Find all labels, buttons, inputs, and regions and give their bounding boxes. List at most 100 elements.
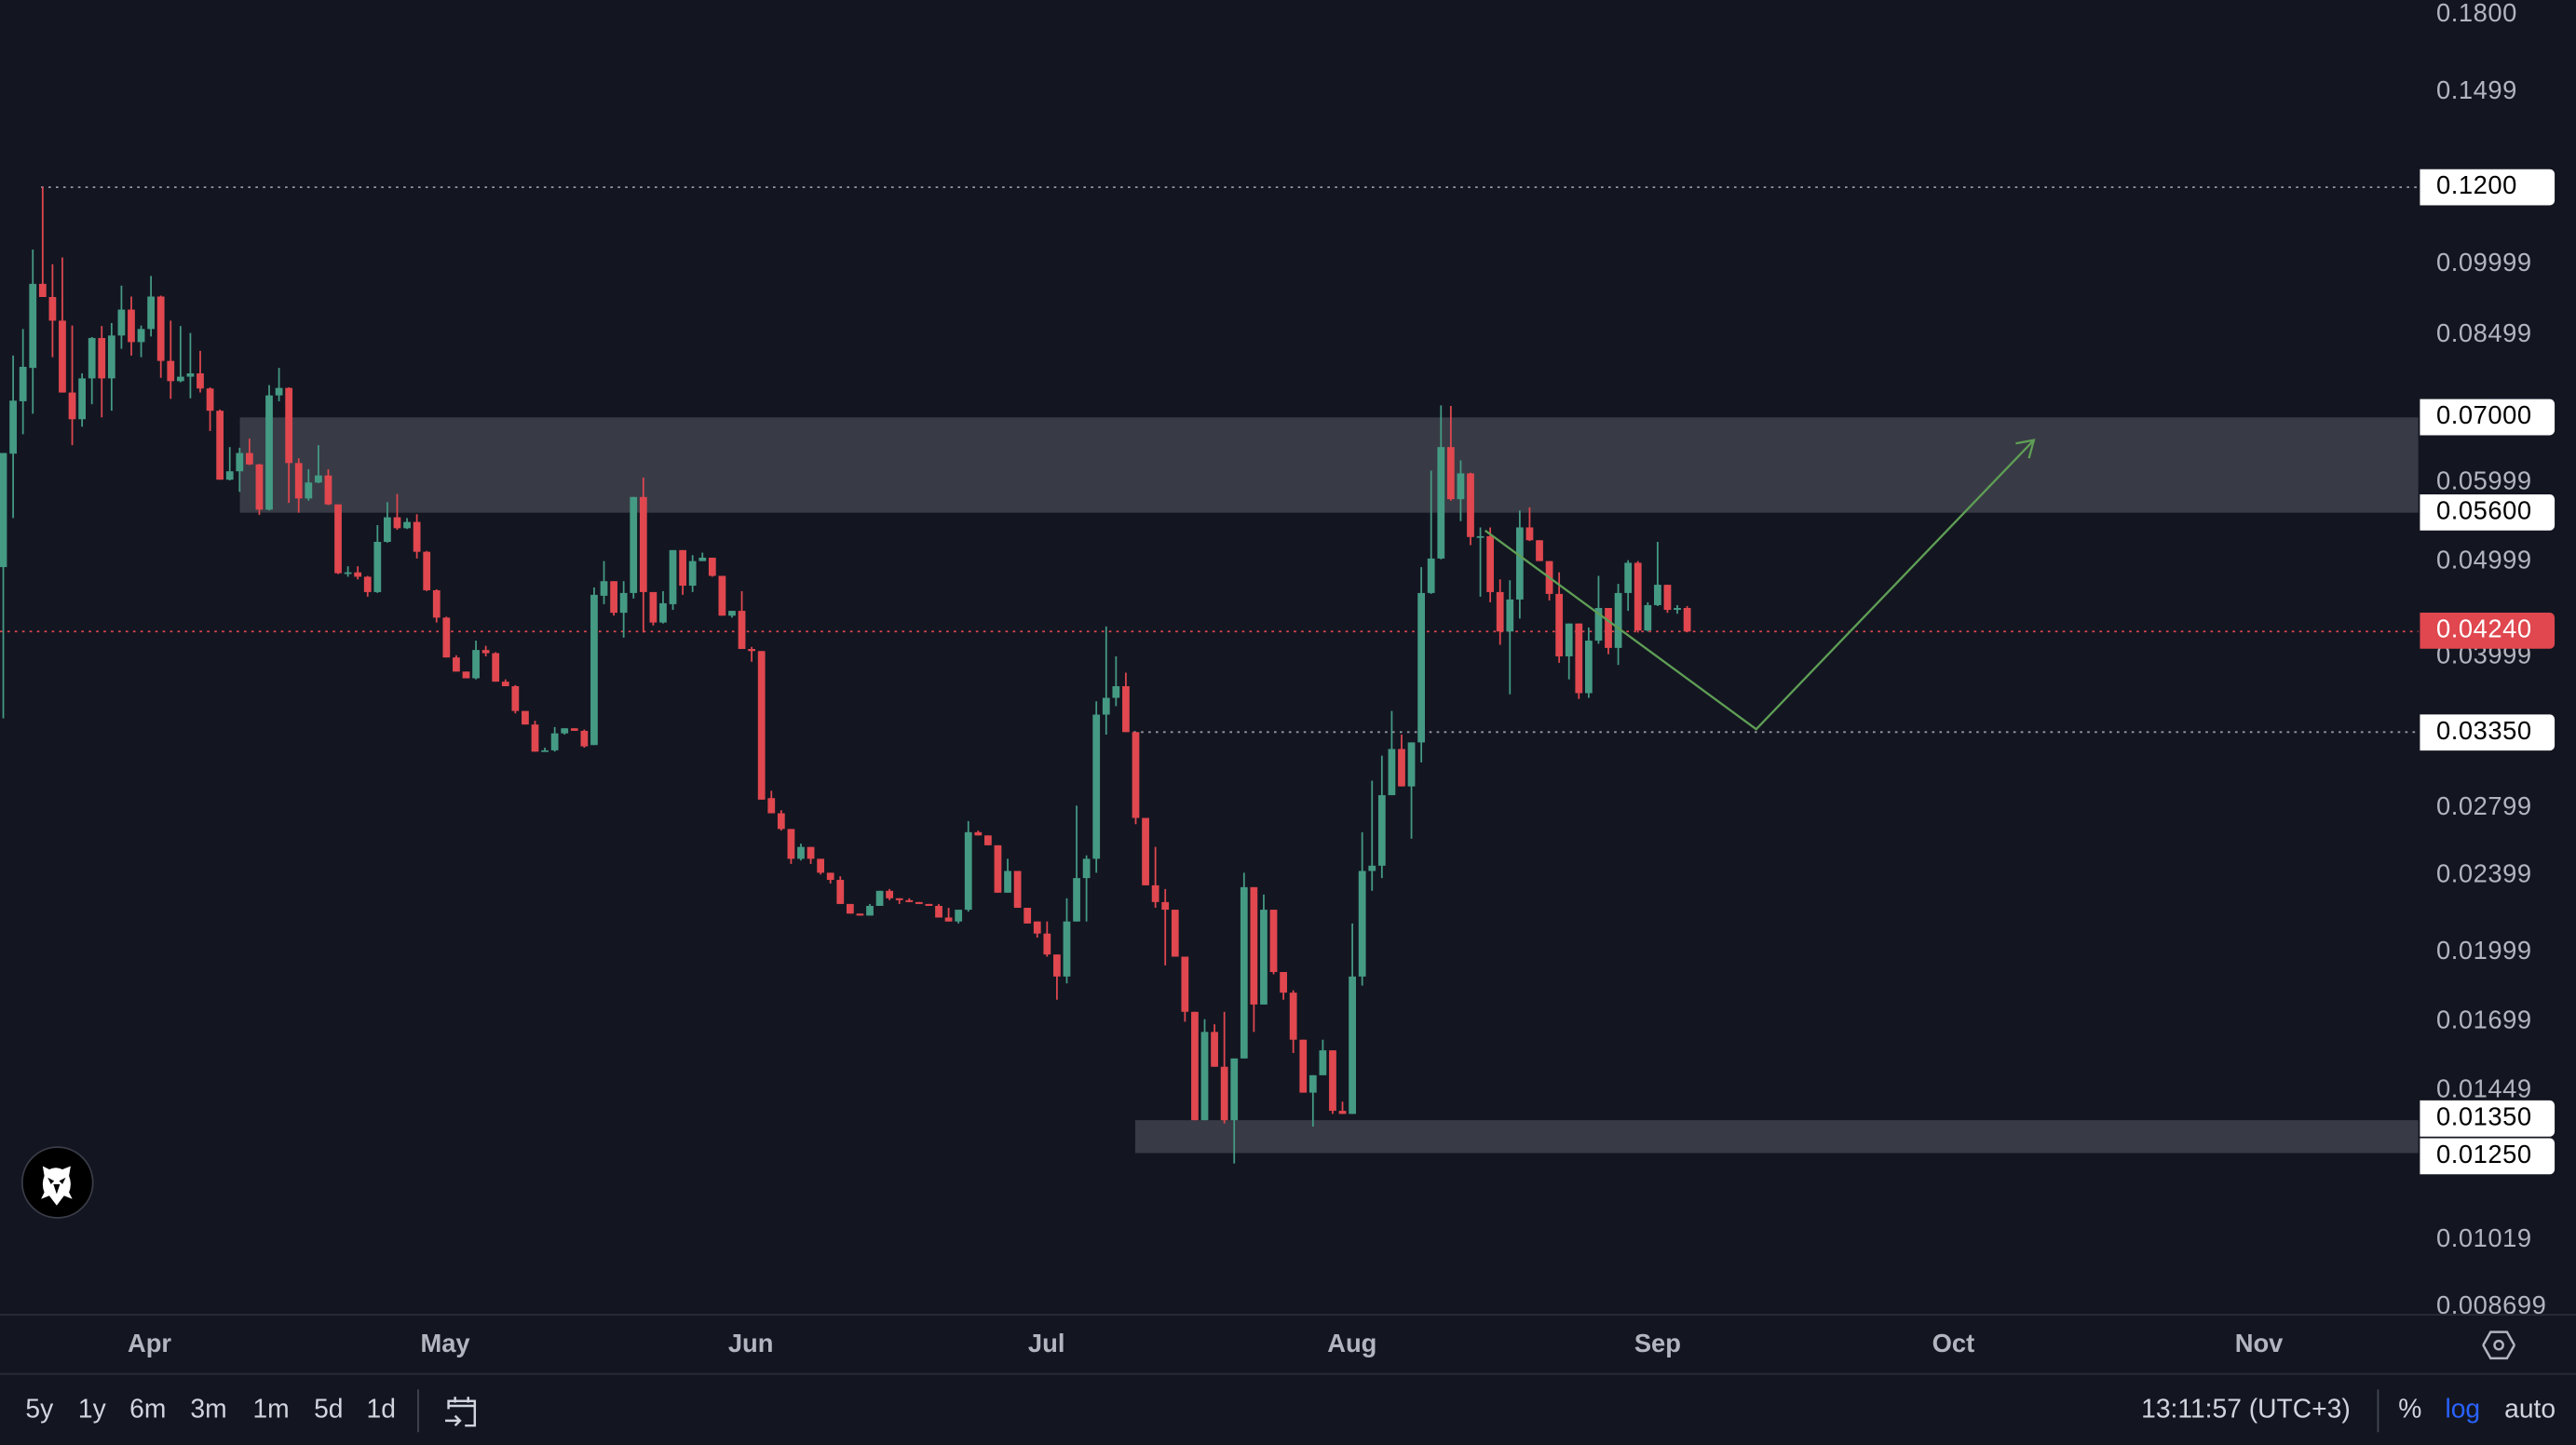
candle[interactable] xyxy=(1496,579,1504,645)
candle[interactable] xyxy=(1200,1019,1209,1121)
candle[interactable] xyxy=(1024,908,1032,924)
candle[interactable] xyxy=(29,250,37,414)
candle[interactable] xyxy=(944,908,953,922)
candle[interactable] xyxy=(915,901,923,904)
candle[interactable] xyxy=(78,373,86,427)
candle[interactable] xyxy=(19,329,27,435)
calendar-arrow-icon[interactable] xyxy=(443,1393,480,1429)
candle[interactable] xyxy=(1181,956,1189,1022)
candle[interactable] xyxy=(393,493,401,531)
candle[interactable] xyxy=(580,729,589,749)
resistance-zone[interactable] xyxy=(239,417,2419,513)
candle[interactable] xyxy=(216,409,224,480)
candle[interactable] xyxy=(363,575,372,597)
candle[interactable] xyxy=(522,710,529,725)
candle[interactable] xyxy=(265,385,273,511)
candle[interactable] xyxy=(107,323,115,412)
candle[interactable] xyxy=(1368,780,1376,891)
candle[interactable] xyxy=(718,575,726,616)
candle[interactable] xyxy=(1584,627,1593,698)
candle[interactable] xyxy=(1663,585,1672,614)
range-button-5d[interactable]: 5d xyxy=(314,1396,344,1425)
candle[interactable] xyxy=(137,325,145,358)
candle[interactable] xyxy=(531,721,539,752)
candle[interactable] xyxy=(1594,575,1603,644)
candle[interactable] xyxy=(1289,990,1297,1053)
logo[interactable] xyxy=(20,1146,94,1219)
candle[interactable] xyxy=(1525,506,1534,542)
candle[interactable] xyxy=(1053,954,1061,1000)
candle[interactable] xyxy=(1555,572,1564,663)
candle[interactable] xyxy=(1329,1050,1336,1114)
candle[interactable] xyxy=(176,326,184,383)
candle[interactable] xyxy=(738,590,746,650)
candle[interactable] xyxy=(1112,655,1120,707)
candle[interactable] xyxy=(9,355,17,519)
candle[interactable] xyxy=(561,728,569,736)
candle[interactable] xyxy=(994,844,1002,893)
candle[interactable] xyxy=(639,477,647,633)
candle[interactable] xyxy=(1398,735,1405,787)
candle[interactable] xyxy=(541,748,549,752)
candle[interactable] xyxy=(206,387,214,431)
candle[interactable] xyxy=(875,890,884,906)
candle[interactable] xyxy=(590,587,598,746)
candle[interactable] xyxy=(1230,1058,1239,1164)
candle[interactable] xyxy=(1092,701,1101,873)
candle[interactable] xyxy=(649,591,658,626)
candle[interactable] xyxy=(787,829,795,864)
candle[interactable] xyxy=(610,581,617,616)
candle[interactable] xyxy=(0,452,7,719)
candle[interactable] xyxy=(1575,623,1583,699)
candle[interactable] xyxy=(1033,921,1041,939)
candle[interactable] xyxy=(1624,560,1633,612)
candle[interactable] xyxy=(344,566,352,577)
projection-line[interactable] xyxy=(1485,439,2035,731)
candle[interactable] xyxy=(59,257,66,393)
candle[interactable] xyxy=(442,616,451,658)
candle[interactable] xyxy=(1299,1039,1308,1093)
candle[interactable] xyxy=(354,566,362,580)
candle[interactable] xyxy=(1240,872,1248,1059)
candle[interactable] xyxy=(1388,710,1396,796)
candle[interactable] xyxy=(856,913,864,916)
candle[interactable] xyxy=(974,831,983,836)
candle[interactable] xyxy=(462,671,470,679)
candle[interactable] xyxy=(925,903,933,906)
log-scale-toggle[interactable]: log xyxy=(2445,1396,2481,1425)
candle[interactable] xyxy=(984,835,992,845)
candle[interactable] xyxy=(757,651,766,800)
candle[interactable] xyxy=(550,726,559,752)
candle[interactable] xyxy=(1654,542,1661,606)
candle[interactable] xyxy=(1417,567,1426,763)
candle[interactable] xyxy=(1536,540,1543,561)
range-button-1d[interactable]: 1d xyxy=(366,1396,396,1425)
candle[interactable] xyxy=(1338,1101,1347,1114)
candle[interactable] xyxy=(659,590,667,624)
candle[interactable] xyxy=(1446,406,1455,501)
candle[interactable] xyxy=(98,326,106,418)
candle[interactable] xyxy=(1250,886,1258,1033)
candle[interactable] xyxy=(669,549,677,611)
candle[interactable] xyxy=(186,332,195,398)
candle[interactable] xyxy=(630,496,638,599)
candle[interactable] xyxy=(698,552,707,561)
candle[interactable] xyxy=(1476,527,1485,597)
candle[interactable] xyxy=(481,645,490,656)
candle[interactable] xyxy=(807,846,815,864)
candle[interactable] xyxy=(1151,846,1159,909)
candle[interactable] xyxy=(1427,470,1435,594)
candle[interactable] xyxy=(866,903,874,916)
candle[interactable] xyxy=(403,518,411,530)
candle[interactable] xyxy=(38,186,47,297)
candle[interactable] xyxy=(619,581,628,638)
candle[interactable] xyxy=(767,790,776,814)
candle[interactable] xyxy=(600,560,608,604)
candle[interactable] xyxy=(501,679,509,687)
candle[interactable] xyxy=(895,898,903,904)
candle[interactable] xyxy=(1004,858,1011,893)
candle[interactable] xyxy=(1082,855,1091,922)
candle[interactable] xyxy=(472,641,480,680)
candle[interactable] xyxy=(117,285,126,349)
candle[interactable] xyxy=(1171,910,1179,957)
